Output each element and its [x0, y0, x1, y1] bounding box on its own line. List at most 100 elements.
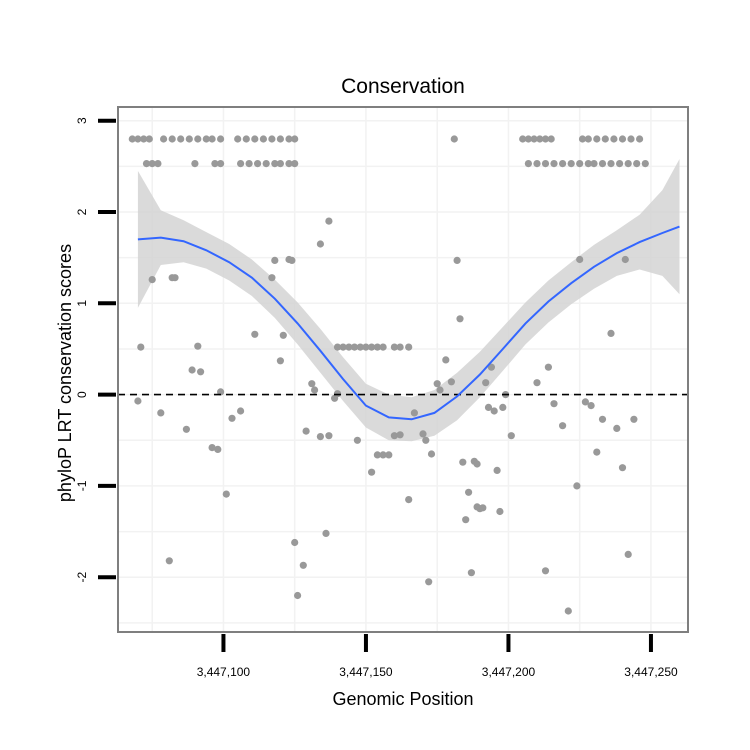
data-point	[533, 379, 541, 387]
data-point	[134, 397, 142, 405]
data-point	[547, 135, 555, 143]
data-point	[462, 516, 470, 524]
data-point	[285, 135, 293, 143]
data-point	[276, 357, 284, 365]
data-point	[487, 363, 495, 371]
data-point	[171, 274, 179, 282]
data-point	[621, 255, 629, 264]
y-tick-label: -2	[75, 572, 89, 583]
data-point	[536, 135, 544, 143]
data-point	[530, 135, 538, 143]
data-point	[550, 400, 558, 408]
data-point	[624, 550, 632, 559]
data-point	[610, 135, 618, 143]
data-point	[165, 557, 173, 565]
data-point	[533, 160, 541, 168]
data-point	[185, 135, 193, 143]
data-point	[254, 160, 262, 168]
data-point	[578, 135, 587, 143]
data-point	[379, 343, 387, 351]
data-point	[467, 569, 475, 577]
data-point	[624, 160, 632, 168]
data-point	[188, 366, 196, 374]
data-point	[576, 255, 584, 264]
data-point	[259, 135, 267, 143]
data-point	[593, 135, 601, 143]
data-point	[145, 135, 153, 143]
y-tick-label: 2	[75, 208, 89, 215]
data-point	[148, 160, 156, 168]
smooth-trend-line	[137, 225, 680, 421]
data-point	[482, 379, 490, 387]
data-point	[294, 591, 302, 600]
data-point	[541, 160, 550, 168]
data-point	[234, 135, 242, 143]
data-point	[276, 160, 284, 168]
data-point	[217, 160, 225, 168]
data-point	[237, 407, 245, 415]
data-point	[453, 256, 461, 264]
data-point	[590, 160, 598, 168]
data-point	[245, 160, 253, 168]
data-point	[422, 436, 430, 444]
data-point	[142, 160, 151, 168]
data-point	[157, 409, 165, 417]
data-point	[573, 482, 581, 490]
data-point	[584, 135, 592, 143]
data-point	[576, 160, 584, 168]
data-point	[490, 407, 498, 415]
y-axis-ticks: -2 -1 0 1 2 3	[75, 117, 116, 583]
data-point	[641, 160, 649, 168]
data-point	[405, 343, 413, 351]
data-point	[379, 451, 387, 459]
data-point	[618, 464, 627, 472]
data-point	[194, 135, 202, 143]
data-point	[148, 276, 156, 284]
data-point	[390, 343, 398, 351]
data-point	[325, 217, 333, 225]
data-point	[450, 135, 458, 143]
data-point	[154, 160, 162, 168]
data-point	[473, 460, 481, 468]
data-point	[208, 135, 216, 143]
data-point	[593, 448, 601, 456]
x-tick-label: 3,447,150	[339, 665, 393, 679]
y-tick-label: -1	[75, 480, 89, 491]
data-point	[484, 403, 493, 411]
data-point	[499, 403, 507, 411]
data-point	[168, 135, 176, 143]
data-point	[316, 240, 324, 248]
data-point	[128, 135, 136, 143]
data-point	[559, 422, 567, 430]
data-point	[613, 424, 621, 432]
data-point	[584, 160, 592, 168]
data-point	[368, 468, 376, 476]
confidence-band	[137, 159, 680, 442]
data-point	[607, 160, 615, 168]
data-point	[202, 135, 210, 143]
data-point	[493, 466, 501, 474]
data-point	[333, 343, 342, 351]
data-point	[524, 160, 533, 168]
data-point	[479, 504, 487, 512]
data-point	[276, 135, 284, 143]
data-point	[134, 135, 142, 143]
data-point	[587, 402, 595, 410]
data-point	[630, 415, 638, 423]
x-axis-title: Genomic Position	[332, 689, 473, 709]
data-point	[465, 488, 473, 496]
data-point	[541, 135, 550, 143]
data-point	[222, 490, 230, 498]
data-point	[140, 135, 148, 143]
data-point	[459, 458, 467, 466]
data-point	[427, 450, 436, 458]
data-point	[496, 507, 504, 516]
data-point	[564, 607, 572, 615]
data-point	[268, 274, 276, 282]
data-point	[456, 315, 464, 323]
data-point	[242, 135, 250, 143]
data-point	[325, 432, 333, 440]
data-points	[128, 135, 649, 615]
data-point	[581, 398, 590, 406]
